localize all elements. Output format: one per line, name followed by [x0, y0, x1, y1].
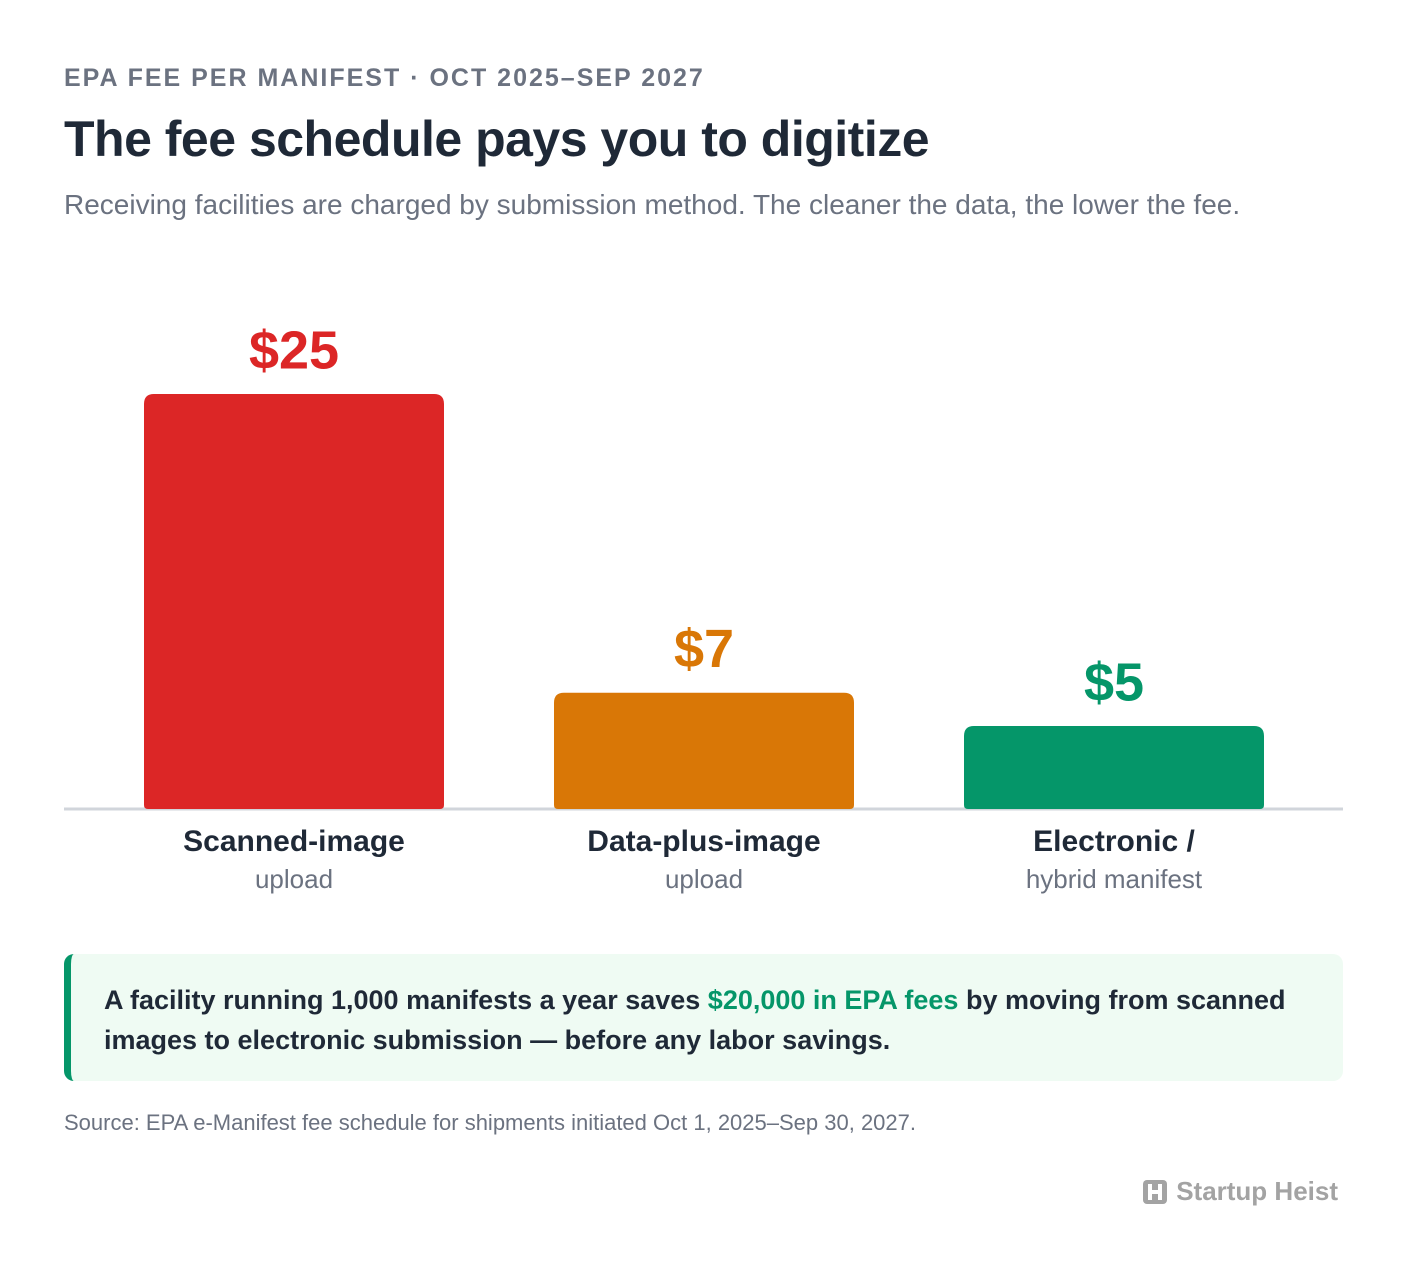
x-tick-label: Data-plus-image — [587, 825, 820, 858]
bar — [964, 726, 1264, 809]
x-tick-label: Scanned-image — [183, 825, 405, 858]
chart: $25 Scanned-image upload $7 Data-plus-image u… — [64, 320, 1343, 894]
callout-highlight: $20,000 in EPA fees — [707, 985, 959, 1015]
callout-text: by moving from scanned images to electro… — [104, 985, 1286, 1055]
bar — [554, 692, 854, 809]
x-tick-sublabel: upload — [255, 864, 333, 894]
x-tick-sublabel: hybrid manifest — [1026, 864, 1203, 894]
x-tick-sublabel: upload — [665, 864, 743, 894]
chart-subtitle: Receiving facilities are charged by subm… — [64, 189, 1241, 220]
brand: Startup Heist — [1142, 1176, 1338, 1207]
value-label: $25 — [249, 320, 339, 380]
callout-text: A facility running 1,000 manifests a yea… — [104, 985, 708, 1015]
eyebrow: EPA FEE PER MANIFEST · OCT 2025–SEP 2027 — [64, 64, 705, 92]
x-tick-label: Electronic / — [1033, 825, 1195, 858]
callout: A facility running 1,000 manifests a yea… — [64, 954, 1343, 1081]
value-label: $5 — [1084, 652, 1144, 712]
bar — [144, 394, 444, 809]
brand-icon — [1143, 1179, 1168, 1204]
value-label: $7 — [674, 619, 734, 679]
brand-name: Startup Heist — [1176, 1176, 1338, 1206]
chart-title: The fee schedule pays you to digitize — [64, 111, 930, 167]
source: Source: EPA e-Manifest fee schedule for … — [64, 1110, 916, 1135]
